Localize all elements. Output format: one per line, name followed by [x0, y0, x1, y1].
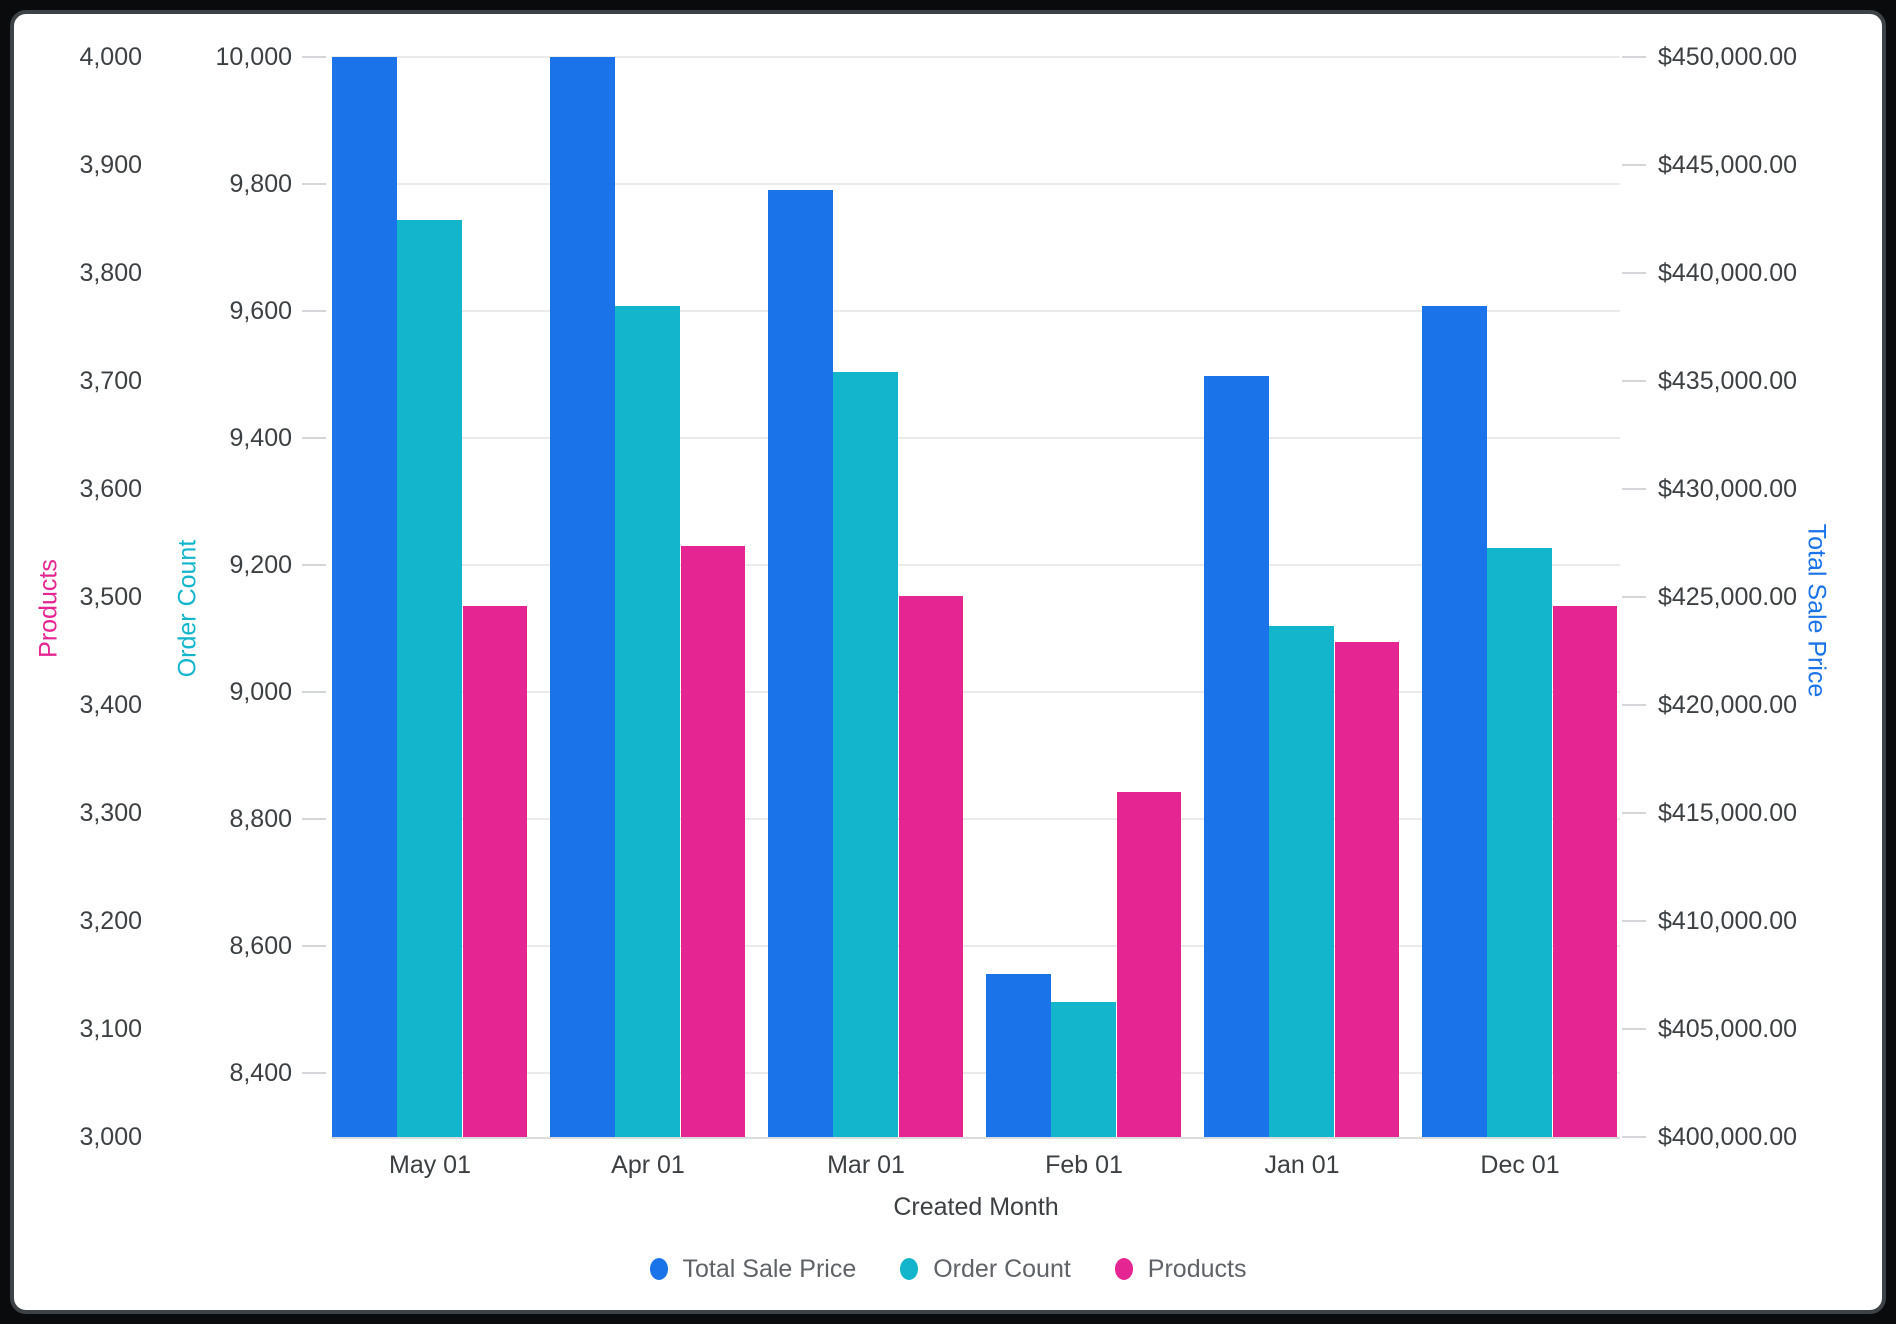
total-sale-price-tick-mark: [1622, 272, 1646, 274]
legend-item-total-sale-price[interactable]: Total Sale Price: [649, 1254, 857, 1284]
gridline: [332, 945, 1620, 948]
legend-swatch-icon: [649, 1258, 668, 1280]
order-count-tick-label: 8,600: [229, 932, 292, 961]
bar-order_count-may-01[interactable]: [397, 220, 463, 1137]
total-sale-price-tick-label: $440,000.00: [1658, 259, 1798, 287]
order-count-tick-mark: [302, 691, 326, 694]
legend-label: Order Count: [933, 1255, 1071, 1283]
order-count-tick-mark: [302, 310, 326, 313]
order-count-tick-mark: [302, 183, 326, 186]
total-sale-price-tick-mark: [1622, 380, 1646, 382]
gridline: [332, 56, 1620, 58]
x-tick-label: Mar 01: [827, 1151, 905, 1179]
order-count-tick-label: 9,400: [229, 424, 292, 453]
bar-order_count-mar-01[interactable]: [833, 372, 899, 1137]
total-sale-price-tick-label: $410,000.00: [1658, 907, 1798, 935]
x-axis-line: [332, 1137, 1620, 1139]
products-tick-label: 3,400: [79, 691, 142, 719]
total-sale-price-tick-mark: [1622, 56, 1646, 58]
order-count-tick-mark: [302, 818, 326, 821]
bar-total_sale_price-apr-01[interactable]: [550, 57, 615, 1137]
total-sale-price-tick-label: $400,000.00: [1658, 1123, 1798, 1151]
order-count-tick-label: 9,600: [229, 297, 292, 326]
gridline: [332, 564, 1620, 567]
total-sale-price-tick-label: $450,000.00: [1658, 43, 1798, 71]
order-count-tick-label: 8,400: [229, 1059, 292, 1088]
total-sale-price-tick-label: $415,000.00: [1658, 799, 1798, 827]
total-sale-price-tick-label: $435,000.00: [1658, 367, 1798, 395]
order-count-tick-mark: [302, 564, 326, 567]
products-tick-label: 3,000: [79, 1123, 142, 1151]
total-sale-price-tick-mark: [1622, 812, 1646, 814]
products-tick-label: 3,600: [79, 475, 142, 503]
x-tick-label: May 01: [389, 1151, 471, 1179]
total-sale-price-tick-label: $445,000.00: [1658, 151, 1798, 179]
gridline: [332, 437, 1620, 440]
total-sale-price-tick-mark: [1622, 596, 1646, 598]
bar-order_count-jan-01[interactable]: [1269, 626, 1335, 1137]
products-tick-label: 3,900: [79, 151, 142, 179]
total-sale-price-tick-mark: [1622, 1028, 1646, 1030]
gridline: [332, 183, 1620, 186]
bar-products-dec-01[interactable]: [1552, 605, 1618, 1137]
bar-total_sale_price-may-01[interactable]: [332, 57, 397, 1137]
total-sale-price-tick-label: $420,000.00: [1658, 691, 1798, 719]
combo-bar-chart: Products Order Count Total Sale Price Cr…: [14, 14, 1882, 1310]
total-sale-price-tick-label: $405,000.00: [1658, 1015, 1798, 1043]
legend-item-order-count[interactable]: Order Count: [900, 1254, 1071, 1284]
bar-products-feb-01[interactable]: [1116, 792, 1182, 1137]
legend-swatch-icon: [1114, 1258, 1133, 1280]
x-tick-label: Feb 01: [1045, 1151, 1123, 1179]
legend-item-products[interactable]: Products: [1114, 1254, 1247, 1284]
total-sale-price-tick-mark: [1622, 920, 1646, 922]
order-count-tick-mark: [302, 437, 326, 440]
products-tick-label: 3,700: [79, 367, 142, 395]
bar-products-mar-01[interactable]: [898, 595, 964, 1137]
legend-swatch-icon: [900, 1258, 919, 1280]
total-sale-price-tick-mark: [1622, 164, 1646, 166]
order-count-tick-label: 9,800: [229, 170, 292, 199]
bar-order_count-dec-01[interactable]: [1487, 548, 1553, 1137]
products-tick-label: 4,000: [79, 43, 142, 71]
bar-order_count-feb-01[interactable]: [1051, 1002, 1117, 1137]
chart-card: Products Order Count Total Sale Price Cr…: [10, 10, 1886, 1314]
order-count-tick-label: 9,000: [229, 678, 292, 707]
legend-label: Products: [1147, 1255, 1247, 1283]
order-count-tick-label: 9,200: [229, 551, 292, 580]
order-count-tick-mark: [302, 945, 326, 948]
total-sale-price-tick-mark: [1622, 704, 1646, 706]
axis-title-order-count: Order Count: [173, 539, 202, 678]
x-tick-label: Dec 01: [1480, 1151, 1560, 1179]
gridline: [332, 310, 1620, 313]
gridline: [332, 691, 1620, 694]
total-sale-price-tick-mark: [1622, 488, 1646, 490]
gridline: [332, 1072, 1620, 1075]
products-tick-label: 3,100: [79, 1015, 142, 1043]
total-sale-price-tick-label: $425,000.00: [1658, 583, 1798, 611]
total-sale-price-tick-mark: [1622, 1136, 1646, 1138]
bar-total_sale_price-mar-01[interactable]: [768, 190, 833, 1137]
x-tick-label: Jan 01: [1264, 1151, 1340, 1179]
x-axis-title: Created Month: [893, 1193, 1059, 1221]
chart-legend: Total Sale Price Order Count Products: [14, 1254, 1882, 1284]
bar-total_sale_price-dec-01[interactable]: [1422, 306, 1487, 1137]
bar-products-jan-01[interactable]: [1334, 642, 1400, 1137]
products-tick-label: 3,800: [79, 259, 142, 287]
bar-order_count-apr-01[interactable]: [615, 306, 681, 1137]
products-tick-label: 3,300: [79, 799, 142, 827]
bar-total_sale_price-jan-01[interactable]: [1204, 376, 1269, 1137]
products-tick-label: 3,500: [79, 583, 142, 611]
order-count-tick-label: 10,000: [215, 43, 292, 71]
bar-products-apr-01[interactable]: [680, 546, 746, 1137]
order-count-tick-label: 8,800: [229, 805, 292, 834]
bar-products-may-01[interactable]: [462, 605, 528, 1137]
products-tick-label: 3,200: [79, 907, 142, 935]
x-tick-label: Apr 01: [611, 1151, 685, 1179]
bar-total_sale_price-feb-01[interactable]: [986, 974, 1051, 1137]
order-count-tick-mark: [302, 1072, 326, 1075]
total-sale-price-tick-label: $430,000.00: [1658, 475, 1798, 503]
order-count-tick-mark: [302, 56, 326, 58]
gridline: [332, 818, 1620, 821]
legend-label: Total Sale Price: [682, 1255, 857, 1283]
